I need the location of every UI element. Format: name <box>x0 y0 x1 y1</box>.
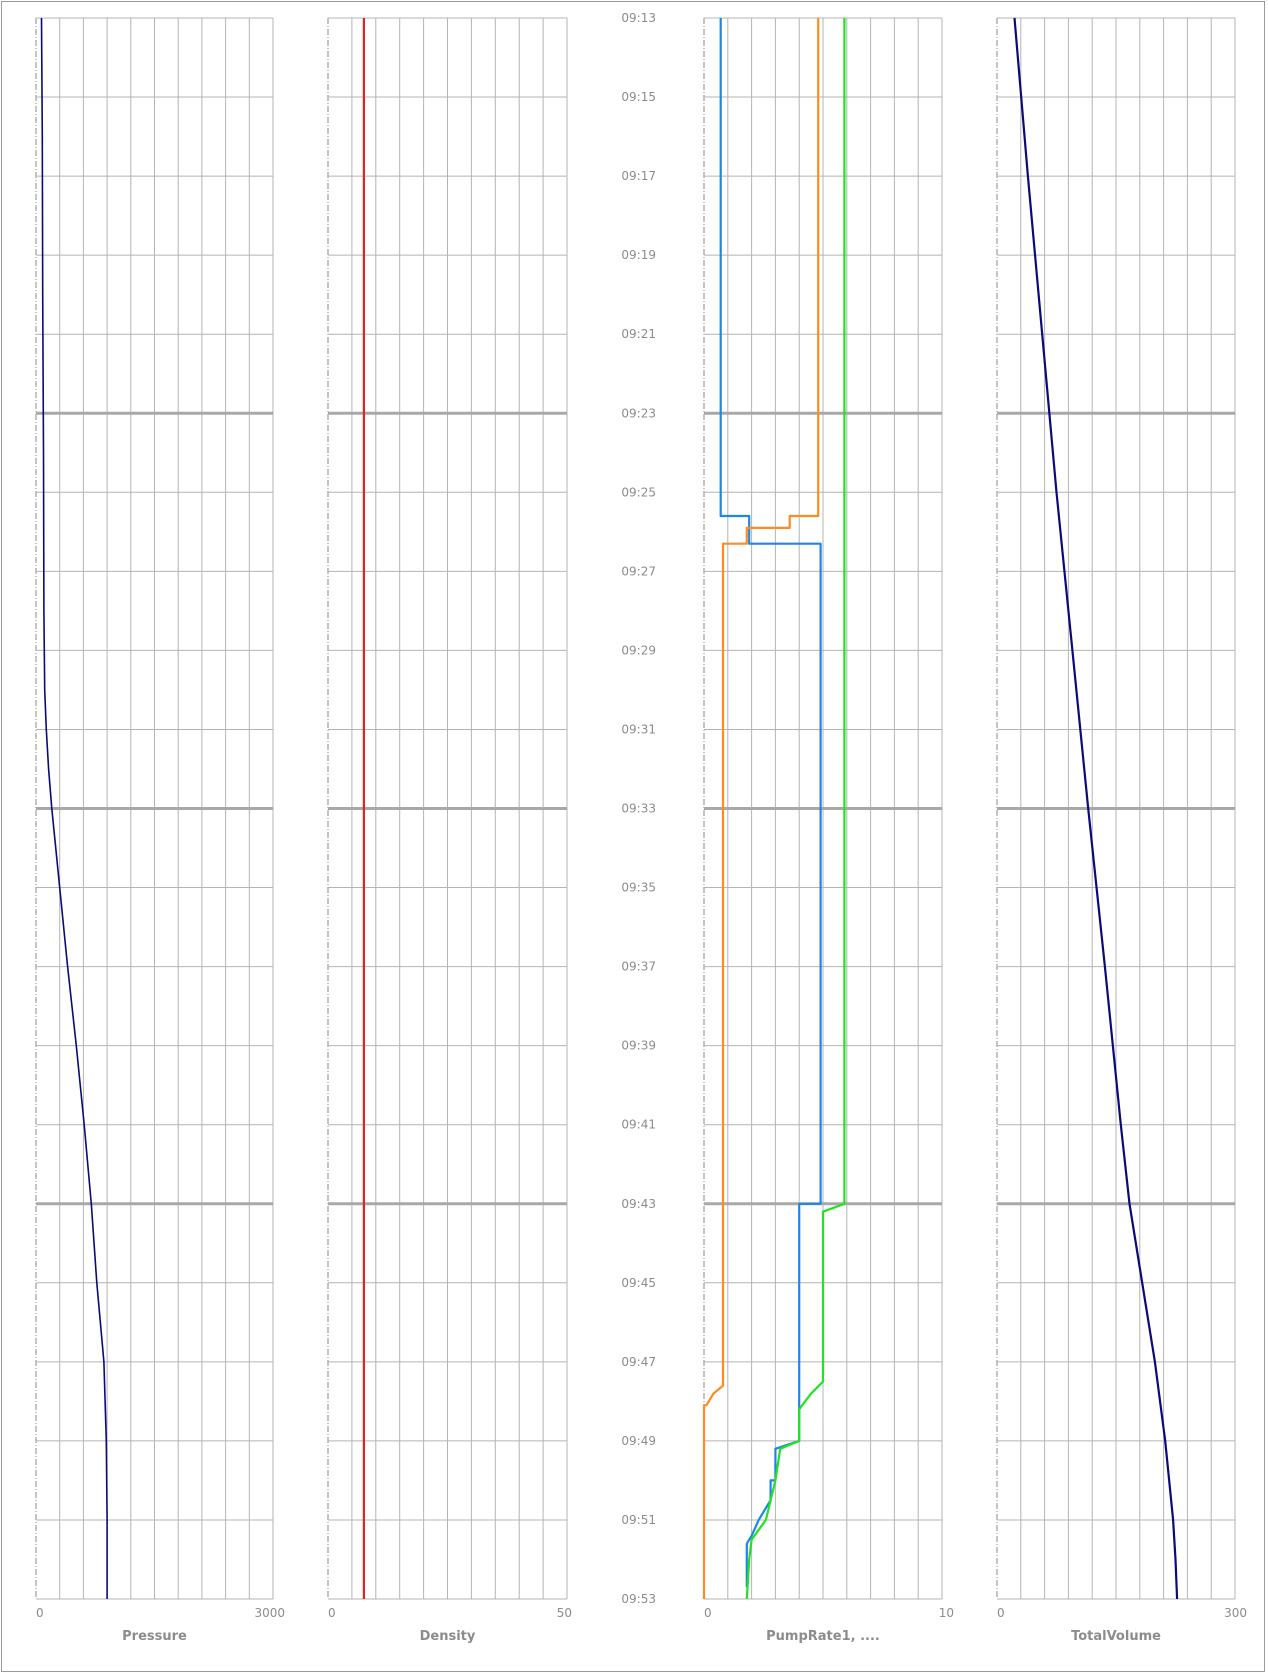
x-tick-label-min: 0 <box>997 1606 1005 1620</box>
time-tick-label: 09:15 <box>621 90 656 104</box>
panel-pumprate1: 0 10 PumpRate1, .... <box>702 17 954 1644</box>
time-tick-label: 09:17 <box>621 169 656 183</box>
panel-pressure: 0 3000 Pressure <box>35 17 285 1644</box>
time-tick-label: 09:45 <box>621 1276 656 1290</box>
time-tick-label: 09:13 <box>621 11 656 25</box>
x-tick-label-min: 0 <box>36 1606 44 1620</box>
time-tick-label: 09:23 <box>621 406 656 420</box>
time-tick-label: 09:31 <box>621 722 656 736</box>
time-tick-label: 09:29 <box>621 643 656 657</box>
x-tick-label-max: 300 <box>1224 1606 1247 1620</box>
series-line-1 <box>40 17 108 1599</box>
x-axis-title: Density <box>420 1629 476 1644</box>
time-tick-label: 09:51 <box>621 1513 656 1527</box>
x-tick-label-max: 50 <box>557 1606 572 1620</box>
time-tick-label: 09:43 <box>621 1197 656 1211</box>
panel-density: 0 50 Density <box>327 17 572 1644</box>
time-tick-label: 09:39 <box>621 1039 656 1053</box>
series-line-1 <box>1013 17 1179 1600</box>
time-tick-label: 09:53 <box>621 1592 656 1606</box>
time-tick-label: 09:37 <box>621 960 656 974</box>
x-tick-label-min: 0 <box>704 1606 712 1620</box>
x-axis-title: PumpRate1, .... <box>766 1629 880 1644</box>
series-line-1 <box>719 18 822 1588</box>
x-axis-title: Pressure <box>122 1629 187 1644</box>
x-tick-label-max: 10 <box>939 1606 954 1620</box>
time-tick-label: 09:49 <box>621 1434 656 1448</box>
series-line-3 <box>745 18 846 1600</box>
time-tick-label: 09:33 <box>621 802 656 816</box>
time-tick-label: 09:21 <box>621 327 656 341</box>
time-tick-label: 09:19 <box>621 248 656 262</box>
panel-totalvolume: 0 300 TotalVolume <box>996 17 1247 1644</box>
time-tick-label: 09:25 <box>621 485 656 499</box>
time-tick-label: 09:41 <box>621 1118 656 1132</box>
x-axis-title: TotalVolume <box>1071 1629 1161 1644</box>
time-tick-label: 09:47 <box>621 1355 656 1369</box>
x-tick-label-min: 0 <box>328 1606 336 1620</box>
time-tick-label: 09:27 <box>621 564 656 578</box>
x-tick-label-max: 3000 <box>254 1606 285 1620</box>
series-line-2 <box>702 18 820 1599</box>
time-tick-label: 09:35 <box>621 881 656 895</box>
